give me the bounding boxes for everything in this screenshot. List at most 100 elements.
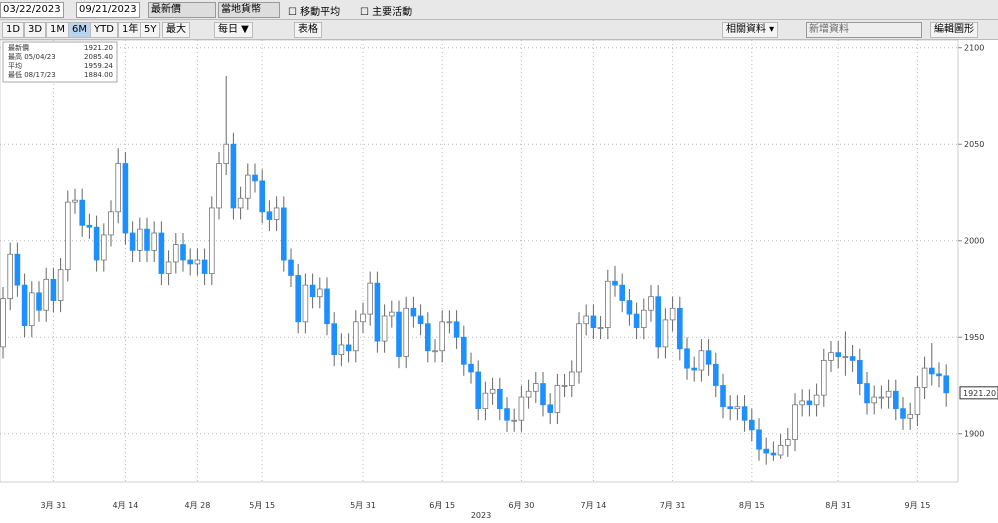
candle-body xyxy=(734,406,741,410)
field-select[interactable]: 最新價 xyxy=(148,2,216,18)
candle-body xyxy=(496,388,503,410)
stat-value: 1959.24 xyxy=(84,62,113,70)
plot-frame xyxy=(0,40,959,483)
candle-body xyxy=(741,406,748,421)
candle-body xyxy=(691,367,697,371)
candle-body xyxy=(237,197,244,209)
candle-body xyxy=(352,321,359,352)
candle-body xyxy=(453,321,460,338)
x-tick-label: 7月 31 xyxy=(660,501,686,510)
period-btn[interactable]: YTD xyxy=(90,22,118,38)
candle-body xyxy=(482,392,489,410)
candle-body xyxy=(662,319,669,348)
candle-body xyxy=(763,448,769,454)
x-axis-label: 2023 xyxy=(471,511,491,520)
candle-body xyxy=(554,385,561,413)
candle-body xyxy=(79,199,86,226)
candle-body xyxy=(280,207,287,261)
stat-value: 2085.40 xyxy=(84,53,113,61)
x-tick-label: 8月 15 xyxy=(739,501,765,510)
candle-body xyxy=(799,400,805,406)
candle-body xyxy=(756,429,762,450)
start-date[interactable]: 03/22/2023 xyxy=(0,2,64,18)
candle-body xyxy=(785,439,791,446)
candle-body xyxy=(842,356,849,358)
candle-body xyxy=(417,315,424,325)
frequency[interactable]: 每日 ▼ xyxy=(214,22,253,38)
candle-body xyxy=(633,313,640,328)
x-tick-label: 6月 15 xyxy=(429,501,455,510)
candle-body xyxy=(223,143,230,164)
candle-body xyxy=(86,224,93,228)
candle-body xyxy=(864,383,870,404)
y-tick-label: 1900 xyxy=(964,430,984,439)
candle-body xyxy=(821,360,827,396)
period-btn[interactable]: 1D xyxy=(2,22,25,38)
candle-body xyxy=(187,259,194,265)
candle-body xyxy=(194,259,201,265)
candle-body xyxy=(648,296,654,311)
candle-body xyxy=(288,259,294,276)
period-btn[interactable]: 1年 xyxy=(118,22,143,38)
currency-select[interactable]: 當地貨幣 xyxy=(218,2,280,18)
related-btn[interactable]: 相關資料 ▾ xyxy=(722,22,779,38)
add-data[interactable]: 新增資料 xyxy=(806,22,922,38)
events-check[interactable]: ☐ 主要活動 xyxy=(360,7,413,18)
candle-body xyxy=(432,350,438,353)
period-btn[interactable]: 6M xyxy=(68,22,91,38)
x-tick-label: 9月 15 xyxy=(904,501,930,510)
candle-body xyxy=(857,360,863,384)
candle-body xyxy=(331,323,337,356)
candle-body xyxy=(684,348,690,369)
candle-body xyxy=(878,396,885,399)
period-btn[interactable]: 5Y xyxy=(140,22,161,38)
events-label: 主要活動 xyxy=(372,7,413,18)
candle-body xyxy=(871,396,877,404)
candle-body xyxy=(122,163,129,234)
candle-body xyxy=(144,228,150,251)
candle-body xyxy=(101,234,107,261)
candle-body xyxy=(597,327,604,329)
candle-body xyxy=(43,278,49,311)
stats-legend: 最新價 1921.20 最高 05/04/23 2085.40 平均 1959.24 最低 … xyxy=(2,41,118,83)
candle-body xyxy=(914,387,921,415)
table-btn[interactable]: 表格 xyxy=(294,22,322,38)
candle-body xyxy=(547,404,553,413)
toolbar-periods: 每日 ▼ 表格 相關資料 ▾ 新增資料 編輯圖形 1D 3D 1M 6M YTD 1年 5Y… xyxy=(0,20,998,40)
candle-body xyxy=(518,396,525,421)
candle-body xyxy=(158,232,165,274)
period-btn[interactable]: 1M xyxy=(46,22,69,38)
stat-name: 最高 05/04/23 xyxy=(8,52,56,61)
period-btn[interactable]: 最大 xyxy=(162,22,190,38)
candle-body xyxy=(835,352,841,357)
candle-body xyxy=(569,371,575,386)
candle-body xyxy=(849,356,856,361)
candle-body xyxy=(367,282,373,315)
candle-body xyxy=(388,311,395,317)
candle-body xyxy=(511,419,517,422)
candle-body xyxy=(943,375,949,394)
candle-body xyxy=(108,211,114,236)
candle-body xyxy=(36,292,42,311)
candle-body xyxy=(669,307,676,321)
end-date[interactable]: 09/21/2023 xyxy=(76,2,140,18)
candle-body xyxy=(576,323,582,373)
candle-body xyxy=(396,311,402,357)
candle-body xyxy=(72,199,78,203)
stat-value: 1921.20 xyxy=(84,44,113,52)
period-btn[interactable]: 3D xyxy=(24,22,47,38)
stats-box xyxy=(2,41,118,83)
stat-name: 最低 08/17/23 xyxy=(8,70,56,79)
candle-body xyxy=(468,363,474,373)
candle-body xyxy=(900,408,906,419)
ma-check[interactable]: ☐ 移動平均 xyxy=(288,7,341,18)
edit-btn[interactable]: 編輯圖形 xyxy=(930,22,978,38)
candle-body xyxy=(345,344,352,352)
candle-body xyxy=(410,307,417,317)
stat-name: 最新價 xyxy=(8,43,29,52)
candle-body xyxy=(561,385,568,387)
candle-body xyxy=(57,269,64,301)
candle-body xyxy=(885,390,892,398)
candle-body xyxy=(677,307,683,350)
candle-body xyxy=(374,282,381,342)
